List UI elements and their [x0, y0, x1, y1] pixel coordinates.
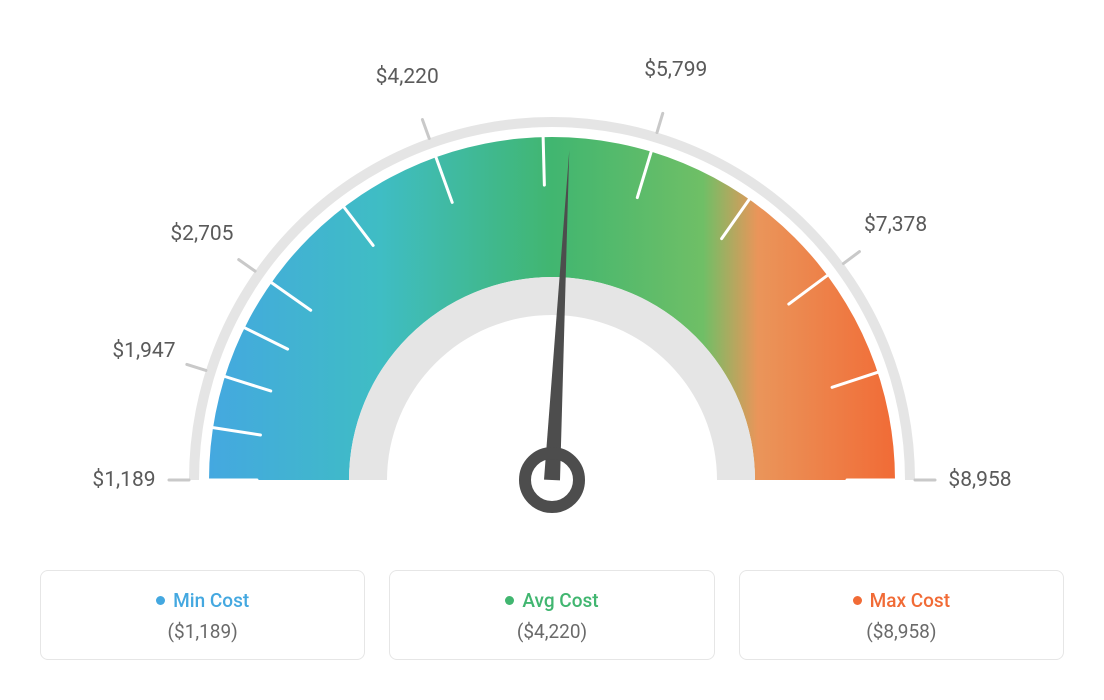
cost-gauge-container: $1,189 $1,947 $2,705 $4,220 $5,799 $7,378 $8,9… [40, 40, 1064, 660]
legend-value-max: ($8,958) [764, 620, 1039, 643]
legend-card-min: Min Cost ($1,189) [40, 570, 365, 660]
gauge-chart: $1,189 $1,947 $2,705 $4,220 $5,799 $7,378 $8,9… [40, 40, 1064, 530]
legend-value-min: ($1,189) [65, 620, 340, 643]
dot-icon [853, 596, 862, 605]
legend-title-max: Max Cost [853, 589, 950, 612]
gauge-svg [40, 40, 1064, 530]
legend-value-avg: ($4,220) [414, 620, 689, 643]
legend-title-text: Min Cost [173, 589, 249, 612]
gauge-tick-label: $1,189 [92, 468, 155, 492]
dot-icon [156, 596, 165, 605]
legend-row: Min Cost ($1,189) Avg Cost ($4,220) Max … [40, 570, 1064, 660]
legend-card-max: Max Cost ($8,958) [739, 570, 1064, 660]
gauge-tick-label: $7,378 [864, 213, 927, 237]
gauge-tick-label: $4,220 [376, 65, 439, 89]
legend-title-min: Min Cost [156, 589, 249, 612]
legend-card-avg: Avg Cost ($4,220) [389, 570, 714, 660]
gauge-tick-label: $8,958 [948, 468, 1011, 492]
legend-title-text: Max Cost [870, 589, 950, 612]
gauge-tick-label: $5,799 [644, 58, 707, 82]
legend-title-text: Avg Cost [522, 589, 598, 612]
dot-icon [505, 596, 514, 605]
gauge-tick-label: $1,947 [112, 339, 175, 363]
gauge-tick-label: $2,705 [170, 222, 233, 246]
legend-title-avg: Avg Cost [505, 589, 598, 612]
